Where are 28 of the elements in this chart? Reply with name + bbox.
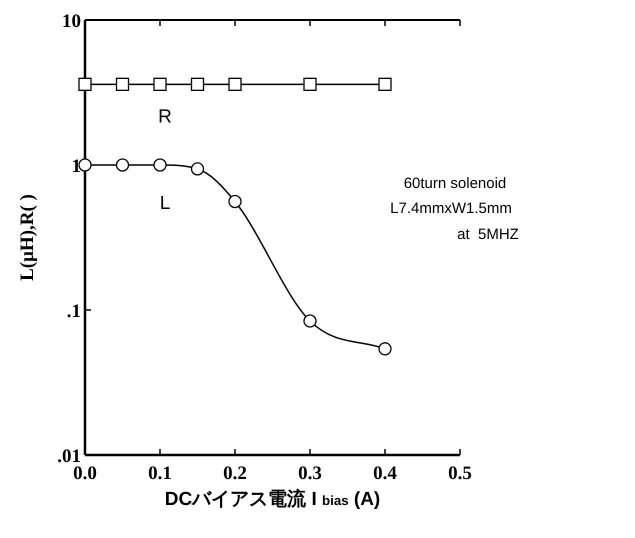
x-tick-label: 0.4 [373,463,398,484]
point [303,314,317,328]
x-tick-label: 0.1 [148,463,172,484]
y-axis-title: L(μH),R( ) [17,194,38,281]
point [153,158,167,172]
point [153,78,167,91]
point [116,158,130,172]
point [190,78,204,91]
point [228,78,242,91]
annotation: L7.4mmxW1.5mm [390,200,512,217]
y-tick-label: .1 [66,301,81,322]
y-tick-label: 1 [72,156,81,177]
point [303,78,317,91]
series-label: R [158,106,172,128]
point [116,78,130,91]
point [78,78,92,91]
x-axis-title: DCバイアス電流 I bias (A) [164,488,380,510]
point [228,194,242,208]
x-tick-label: 0.5 [448,463,472,484]
series-label: L [160,193,170,214]
point [378,78,392,91]
point [378,342,392,356]
x-tick-label: 0.3 [298,463,322,484]
y-tick-label: 10 [62,11,81,32]
point [190,162,204,176]
annotation: 60turn solenoid [404,175,506,192]
x-tick-label: 0.2 [223,463,247,484]
annotation: at 5MHZ [457,226,519,243]
